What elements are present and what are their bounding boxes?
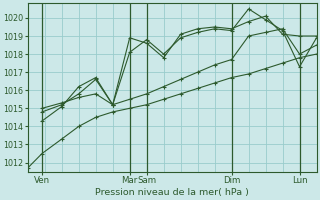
X-axis label: Pression niveau de la mer( hPa ): Pression niveau de la mer( hPa ) [95, 188, 249, 197]
